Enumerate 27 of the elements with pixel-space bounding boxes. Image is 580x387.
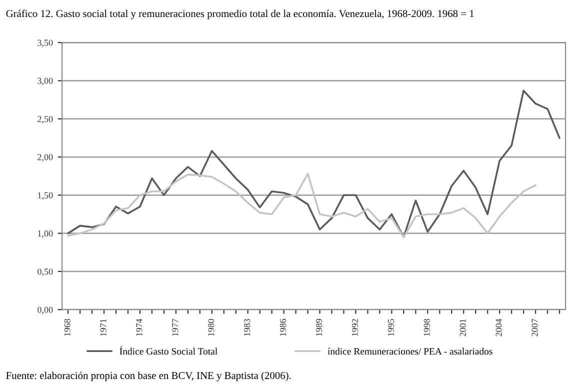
y-tick-label: 0,50 — [38, 268, 53, 276]
y-tick-label: 1,50 — [38, 192, 53, 200]
y-tick-label: 0,00 — [38, 306, 53, 314]
source-note: Fuente: elaboración propia con base en BCV, INE y Baptista (2006). — [6, 372, 291, 382]
line-series — [67, 172, 536, 238]
x-tick-label: 1968 — [64, 318, 70, 336]
x-tick-label: 2001 — [460, 319, 466, 336]
x-tick-label: 1986 — [280, 318, 286, 336]
x-tick-label: 1992 — [352, 319, 358, 336]
legend-label: índice Remuneraciones/ PEA - asalariados — [328, 348, 492, 355]
x-tick-label: 1983 — [244, 318, 250, 336]
y-tick-label: 2,00 — [38, 154, 53, 162]
x-tick-label: 2007 — [532, 318, 538, 336]
x-tick-label: 1995 — [388, 318, 394, 336]
x-tick-label: 1998 — [424, 318, 430, 336]
y-tick-label: 2,50 — [38, 116, 53, 124]
chart-title: Gráfico 12. Gasto social total y remuneraciones promedio total de la economía. Venezuela, 1968-2009. 1968 = 1 — [6, 10, 474, 20]
legend-label: Índice Gasto Social Total — [120, 346, 218, 355]
x-tick-label: 2004 — [496, 318, 502, 336]
x-tick-label: 1977 — [172, 318, 178, 336]
y-tick-label: 3,00 — [38, 78, 53, 86]
x-tick-label: 1974 — [136, 318, 142, 336]
y-tick-label: 1,00 — [38, 230, 53, 238]
y-tick-label: 3,50 — [38, 40, 53, 48]
x-tick-label: 1971 — [100, 319, 106, 336]
x-tick-label: 1980 — [208, 318, 214, 336]
x-tick-label: 1989 — [316, 318, 322, 336]
